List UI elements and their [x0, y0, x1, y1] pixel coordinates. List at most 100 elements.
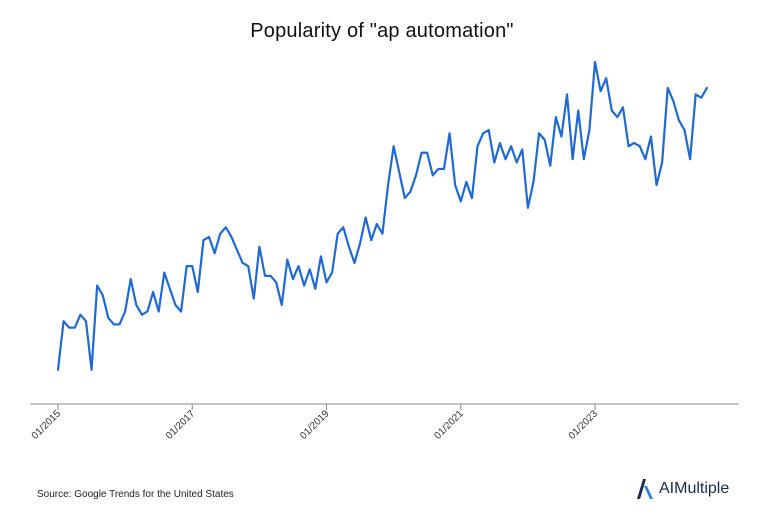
data-point: [566, 93, 568, 96]
data-point: [610, 109, 613, 112]
data-point: [706, 87, 708, 89]
data-point: [454, 184, 456, 186]
data-point: [638, 145, 641, 148]
data-point: [588, 129, 591, 131]
data-point: [700, 96, 703, 99]
data-point: [437, 168, 440, 170]
data-point: [532, 181, 535, 183]
data-point: [510, 145, 512, 148]
data-point: [57, 369, 59, 371]
data-point: [538, 132, 540, 135]
data-point: [644, 158, 647, 160]
data-point: [90, 369, 93, 371]
data-point: [113, 323, 115, 326]
data-point: [241, 262, 244, 264]
data-point: [555, 116, 557, 118]
source-note: Source: Google Trends for the United Sta…: [37, 489, 234, 500]
data-point: [359, 242, 361, 245]
data-point: [146, 310, 149, 313]
data-point: [493, 161, 496, 164]
data-point: [426, 151, 428, 154]
data-point: [348, 245, 350, 248]
data-point: [331, 271, 333, 274]
data-point: [683, 129, 686, 131]
data-point: [269, 275, 272, 277]
x-tick-label: 01/2017: [164, 408, 198, 442]
data-point: [129, 278, 132, 280]
data-point: [459, 200, 462, 203]
brand-logo: AIMultiple: [635, 476, 729, 502]
data-point: [191, 265, 194, 267]
aimultiple-logo-icon: [637, 479, 653, 499]
data-point: [169, 288, 171, 290]
chart-title: Popularity of "ap automation": [250, 20, 514, 42]
series-line: [56, 60, 708, 371]
data-point: [135, 304, 138, 306]
data-point: [286, 258, 289, 261]
data-point: [79, 313, 82, 316]
data-point: [68, 326, 70, 329]
data-point: [487, 129, 490, 131]
data-point: [471, 197, 473, 199]
data-point: [376, 223, 378, 225]
x-tick-label: 01/2019: [298, 408, 332, 442]
data-point: [655, 184, 658, 186]
data-point: [504, 158, 507, 160]
data-point: [141, 313, 143, 316]
data-point: [689, 158, 691, 160]
data-point: [571, 158, 574, 160]
data-point: [666, 87, 669, 89]
data-point: [275, 281, 277, 284]
data-point: [661, 161, 663, 164]
data-point: [622, 106, 624, 109]
data-point: [180, 310, 182, 313]
data-point: [672, 100, 675, 102]
data-point: [515, 161, 518, 164]
data-point: [252, 297, 255, 300]
data-point: [297, 265, 300, 267]
data-point: [521, 148, 524, 151]
data-point: [594, 61, 596, 63]
data-point: [336, 232, 339, 235]
data-point: [431, 174, 434, 177]
data-point: [633, 142, 635, 144]
data-point: [549, 164, 552, 167]
data-point: [404, 197, 406, 199]
x-tick-label: 01/2021: [433, 408, 467, 442]
data-point: [213, 252, 216, 254]
x-axis-ticks: 01/2015 01/2017 01/2019 01/2021 01/2023: [30, 404, 600, 442]
data-point: [247, 265, 249, 267]
data-point: [543, 138, 546, 141]
data-point: [465, 181, 468, 183]
data-point: [527, 207, 529, 209]
data-point: [197, 291, 199, 293]
data-point: [476, 145, 479, 148]
data-point: [560, 135, 563, 138]
data-point: [124, 310, 126, 313]
data-points: [57, 61, 708, 371]
data-point: [219, 232, 222, 235]
data-point: [605, 77, 607, 79]
data-point: [381, 232, 384, 235]
data-point: [370, 239, 373, 241]
data-point: [152, 291, 154, 293]
data-point: [392, 145, 395, 148]
data-point: [107, 317, 110, 319]
data-point: [101, 294, 104, 297]
data-point: [616, 116, 619, 118]
data-point: [398, 171, 401, 173]
data-point: [208, 236, 210, 238]
data-point: [499, 142, 501, 144]
data-point: [342, 226, 345, 229]
data-point: [303, 284, 305, 287]
data-point: [314, 288, 317, 290]
data-point: [694, 93, 697, 96]
data-point: [236, 249, 238, 251]
data-point: [387, 184, 389, 186]
brand-name: AIMultiple: [659, 480, 730, 497]
data-point: [599, 90, 602, 92]
data-point: [185, 265, 188, 267]
data-point: [678, 119, 680, 122]
data-point: [264, 275, 266, 277]
